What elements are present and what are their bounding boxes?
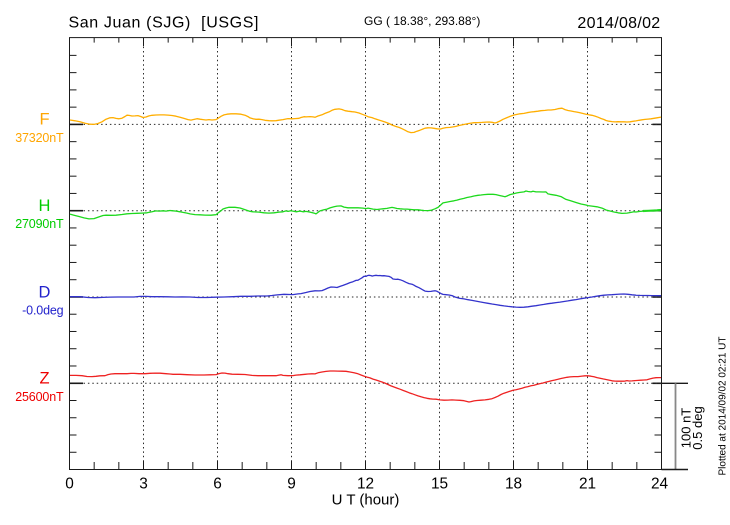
svg-text:F: F bbox=[39, 111, 49, 129]
svg-text:D: D bbox=[39, 283, 51, 301]
svg-text:15: 15 bbox=[431, 476, 448, 493]
svg-text:6: 6 bbox=[213, 476, 222, 493]
svg-text:-0.0deg: -0.0deg bbox=[22, 304, 64, 318]
svg-text:Z: Z bbox=[39, 370, 49, 388]
svg-text:San Juan (SJG) [USGS]: San Juan (SJG) [USGS] bbox=[69, 15, 260, 32]
svg-text:21: 21 bbox=[579, 476, 596, 493]
svg-text:27090nT: 27090nT bbox=[15, 217, 64, 231]
svg-text:GG ( 18.38°, 293.88°): GG ( 18.38°, 293.88°) bbox=[364, 14, 480, 28]
svg-text:0.5 deg: 0.5 deg bbox=[690, 406, 705, 449]
svg-text:18: 18 bbox=[505, 476, 522, 493]
svg-text:12: 12 bbox=[357, 476, 374, 493]
svg-text:Plotted at 2014/09/02 02:21 UT: Plotted at 2014/09/02 02:21 UT bbox=[718, 337, 729, 476]
svg-text:9: 9 bbox=[287, 476, 296, 493]
svg-text:U T (hour): U T (hour) bbox=[332, 492, 400, 509]
svg-text:3: 3 bbox=[139, 476, 148, 493]
svg-text:24: 24 bbox=[651, 476, 669, 493]
svg-text:25600nT: 25600nT bbox=[15, 390, 64, 404]
svg-text:2014/08/02: 2014/08/02 bbox=[577, 15, 660, 32]
svg-text:37320nT: 37320nT bbox=[15, 131, 64, 145]
svg-text:H: H bbox=[39, 197, 51, 215]
svg-text:100 nT: 100 nT bbox=[679, 408, 694, 449]
svg-text:0: 0 bbox=[65, 476, 74, 493]
